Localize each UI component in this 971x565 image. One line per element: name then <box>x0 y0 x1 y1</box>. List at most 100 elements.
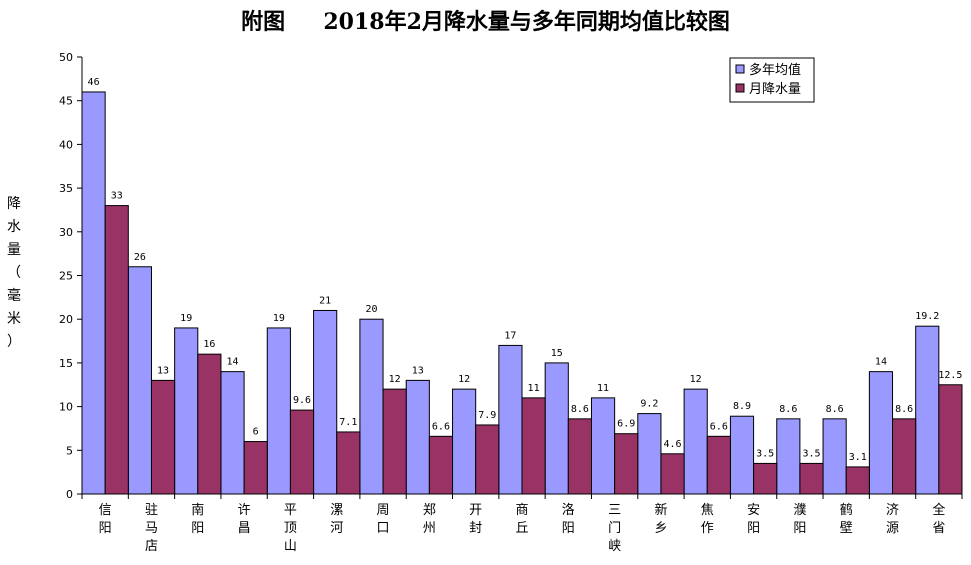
chart-bars <box>81 91 963 495</box>
bar-average <box>127 266 152 495</box>
bar-average <box>452 388 477 495</box>
x-tick-label: 许昌 <box>238 503 251 536</box>
bar-average <box>81 91 106 495</box>
y-tick-label: 15 <box>59 357 73 370</box>
bar-average <box>174 327 199 495</box>
x-tick-label: 新乡 <box>654 502 667 536</box>
bar-monthly <box>475 424 500 495</box>
y-tick-label: 5 <box>66 444 73 457</box>
legend-entry: 多年均值 <box>749 62 801 78</box>
chart-bar-labels: 46 26 19 14 19 21 20 13 12 17 15 11 9.2 12 8.9 8.6 8.6 14… <box>88 77 963 463</box>
data-label: 12 <box>458 374 470 385</box>
x-tick-label: 洛阳 <box>562 503 575 536</box>
bar-monthly <box>799 462 824 495</box>
data-label: 17 <box>504 330 516 341</box>
x-tick-label: 濮阳 <box>793 503 806 536</box>
bar-average <box>683 388 708 495</box>
data-label: 12.5 <box>938 370 962 381</box>
bar-monthly <box>845 466 870 495</box>
data-label: 8.6 <box>895 404 913 415</box>
y-tick-label: 50 <box>59 51 73 64</box>
bar-average <box>822 418 847 495</box>
legend-swatch <box>735 64 745 74</box>
bar-average <box>776 418 801 495</box>
data-label: 19 <box>180 313 192 324</box>
y-tick-label: 35 <box>59 182 73 195</box>
data-label: 15 <box>551 348 563 359</box>
y-tick-label: 25 <box>59 270 73 283</box>
data-label: 13 <box>157 365 169 376</box>
bar-average <box>405 379 430 495</box>
x-tick-label: 三门峡 <box>608 503 621 554</box>
bar-monthly <box>706 435 731 495</box>
x-tick-label: 信阳 <box>99 503 112 536</box>
x-tick-label: 全省 <box>932 502 945 536</box>
x-tick-label: 平顶山 <box>284 503 297 554</box>
x-tick-label: 商丘 <box>515 503 528 536</box>
x-tick-label: 安阳 <box>747 503 760 536</box>
data-label: 20 <box>365 304 377 315</box>
bar-average <box>637 413 662 495</box>
bar-monthly <box>614 433 639 495</box>
chart-title: 附图 2018年2月降水量与多年同期均值比较图 <box>241 9 730 35</box>
bar-monthly <box>892 418 917 495</box>
bar-monthly <box>336 431 361 495</box>
data-label: 8.6 <box>826 404 844 415</box>
x-tick-label: 漯河 <box>330 503 343 536</box>
x-tick-label: 周口 <box>377 503 390 536</box>
data-label: 8.6 <box>571 404 589 415</box>
x-tick-label: 济源 <box>886 503 899 536</box>
data-label: 3.5 <box>802 448 820 459</box>
bar-average <box>729 415 755 495</box>
y-axis-label: 降水量（毫米） <box>7 196 21 350</box>
bar-average <box>359 318 384 495</box>
data-label: 12 <box>389 374 401 385</box>
data-label: 9.2 <box>640 399 658 410</box>
data-label: 19 <box>273 313 285 324</box>
data-label: 3.5 <box>756 448 774 459</box>
data-label: 21 <box>319 295 331 306</box>
bar-average <box>590 397 616 495</box>
bar-monthly <box>197 353 222 495</box>
bar-average <box>544 362 569 495</box>
data-label: 11 <box>597 383 609 394</box>
data-label: 46 <box>88 77 100 88</box>
data-label: 8.9 <box>733 401 751 412</box>
bar-monthly <box>104 205 129 495</box>
x-tick-label: 焦作 <box>701 503 714 536</box>
chart-axes: 0 5 10 15 20 25 30 35 40 45 50 信阳 驻马店 南阳 许昌 平顶山 漯河 周口郑州开封… <box>59 51 963 554</box>
x-tick-label: 鹤壁 <box>840 502 853 536</box>
y-tick-label: 30 <box>59 226 73 239</box>
bar-monthly <box>567 418 592 495</box>
bar-monthly <box>660 453 685 495</box>
bar-average <box>915 325 940 495</box>
data-label: 6.6 <box>432 421 450 432</box>
y-tick-label: 10 <box>59 401 73 414</box>
y-tick-label: 0 <box>66 488 73 501</box>
legend-entry: 月降水量 <box>749 82 801 97</box>
bar-monthly <box>289 409 315 495</box>
data-label: 6 <box>253 427 259 438</box>
legend-swatch <box>735 83 745 93</box>
bar-monthly <box>938 384 963 495</box>
data-label: 12 <box>690 374 702 385</box>
data-label: 16 <box>203 339 215 350</box>
bar-average <box>220 371 245 495</box>
bar-average <box>498 344 523 495</box>
x-tick-label: 驻马店 <box>145 503 158 554</box>
data-label: 4.6 <box>663 439 681 450</box>
bar-average <box>868 371 894 495</box>
bar-average <box>266 327 291 495</box>
data-label: 8.6 <box>779 404 797 415</box>
y-axis-title: 降水量（毫米） <box>7 196 21 350</box>
y-tick-label: 20 <box>59 313 73 326</box>
x-tick-label: 开封 <box>469 503 482 536</box>
x-tick-label: 郑州 <box>423 503 436 536</box>
data-label: 6.6 <box>710 421 728 432</box>
y-tick-label: 45 <box>59 95 73 108</box>
bar-monthly <box>243 441 268 495</box>
bar-monthly <box>150 379 176 495</box>
data-label: 11 <box>528 383 540 394</box>
data-label: 19.2 <box>915 311 939 322</box>
